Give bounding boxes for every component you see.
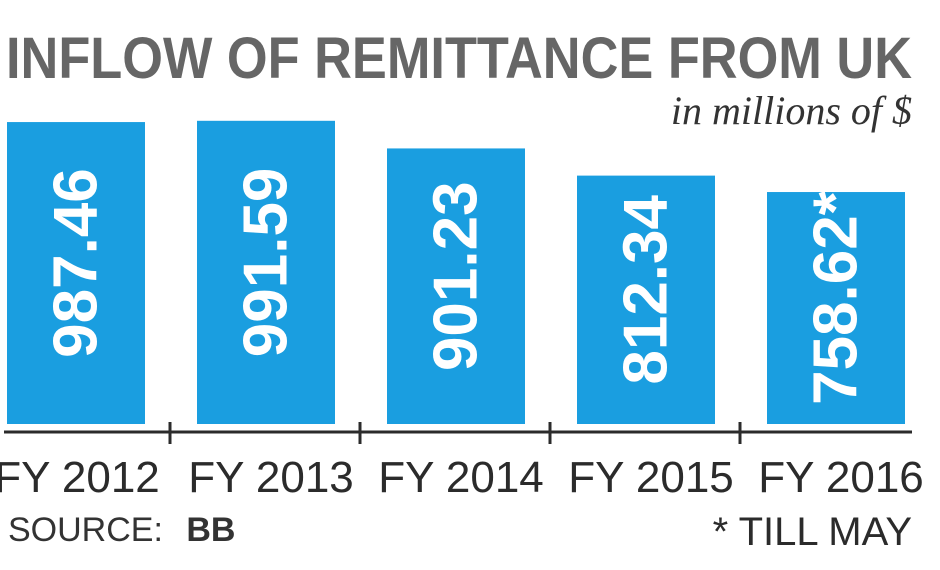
x-tick-label: FY 2013 — [188, 453, 354, 502]
bars-group: 987.46 991.59 901.23 812.34 758.62* — [7, 120, 905, 425]
bar-fy-2013 — [197, 120, 335, 424]
bar-fy-2016 — [767, 192, 905, 424]
x-tick-label: FY 2016 — [758, 453, 924, 502]
bar-value-label: 758.62* — [802, 190, 871, 405]
chart-subtitle: in millions of $ — [671, 88, 912, 133]
bar-value-label: 901.23 — [422, 181, 491, 371]
bar-fy-2015 — [577, 175, 715, 424]
source-label: SOURCE: — [8, 511, 163, 549]
x-axis: FY 2012 FY 2013 FY 2014 FY 2015 FY 2016 — [0, 422, 924, 502]
x-tick-label: FY 2015 — [568, 453, 734, 502]
x-tick-label: FY 2014 — [378, 453, 544, 502]
bar-fy-2012 — [7, 122, 145, 424]
bar-fy-2014 — [387, 148, 525, 425]
chart-title: INFLOW OF REMITTANCE FROM UK — [6, 26, 912, 91]
source-line: SOURCE: BB — [8, 511, 235, 549]
footnote: * TILL MAY — [713, 510, 912, 554]
bar-value-label: 987.46 — [42, 168, 111, 358]
bar-value-label: 812.34 — [612, 194, 681, 384]
bar-value-label: 991.59 — [232, 168, 301, 358]
x-tick-label: FY 2012 — [0, 453, 160, 502]
source-value: BB — [186, 511, 235, 549]
